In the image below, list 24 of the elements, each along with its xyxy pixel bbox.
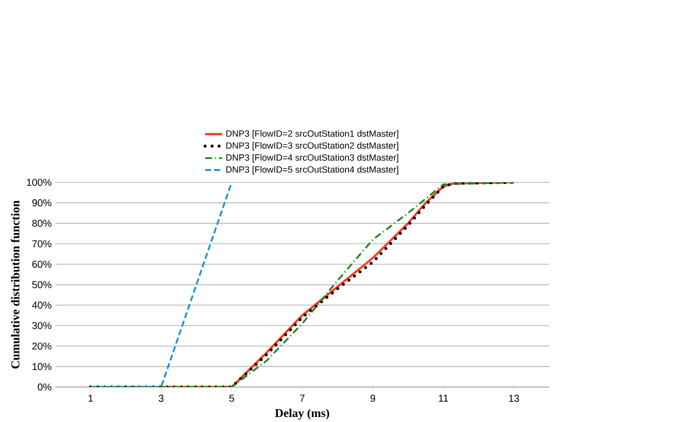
x-tick-label: 7 bbox=[300, 394, 305, 402]
y-tick-label: 10% bbox=[32, 362, 52, 370]
y-tick-label: 70% bbox=[32, 240, 52, 248]
x-tick-label: 11 bbox=[438, 394, 448, 402]
legend-label: DNP3 [FlowID=5 srcOutStation4 dstMaster] bbox=[226, 166, 398, 174]
y-axis-title: Cumulative distribution function bbox=[10, 200, 20, 368]
x-tick-label: 3 bbox=[158, 394, 164, 402]
y-tick-label: 80% bbox=[32, 220, 52, 227]
y-tick-label: 40% bbox=[32, 301, 52, 308]
x-tick-label: 9 bbox=[370, 394, 376, 402]
legend-label: DNP3 [FlowID=4 srcOutStation3 dstMaster] bbox=[226, 154, 398, 162]
y-tick-label: 50% bbox=[32, 280, 52, 288]
x-axis-title: Delay (ms) bbox=[275, 408, 330, 420]
y-tick-label: 30% bbox=[32, 322, 52, 329]
legend-label: DNP3 [FlowID=2 srcOutStation1 dstMaster] bbox=[226, 130, 398, 138]
y-tick-label: 100% bbox=[27, 178, 52, 186]
x-tick-label: 5 bbox=[229, 394, 234, 402]
y-tick-label: 0% bbox=[38, 383, 52, 390]
x-tick-label: 13 bbox=[509, 394, 520, 402]
y-tick-label: 20% bbox=[32, 342, 52, 350]
x-tick-label: 1 bbox=[88, 394, 93, 402]
y-tick-label: 90% bbox=[32, 199, 52, 206]
y-tick-label: 60% bbox=[32, 260, 52, 268]
legend-label: DNP3 [FlowID=3 srcOutStation2 dstMaster] bbox=[226, 142, 398, 150]
